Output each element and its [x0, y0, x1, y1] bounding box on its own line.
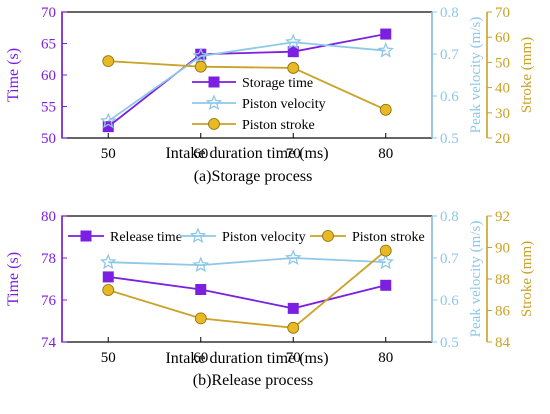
data-point: [287, 46, 299, 58]
data-point: [287, 62, 300, 74]
velocity-y-tick-label: 0.7: [440, 251, 459, 267]
legend-swatch-marker: [80, 230, 92, 242]
x-tick-label: 50: [101, 350, 116, 366]
velocity-y-tick-label: 0.7: [440, 47, 459, 63]
stroke-y-tick-label: 20: [495, 131, 510, 147]
series-line: [108, 257, 386, 267]
series-line: [107, 249, 387, 329]
data-point: [284, 33, 302, 50]
x-tick-label: 70: [286, 146, 301, 162]
legend-label: Piston stroke: [242, 118, 315, 133]
series-line: [107, 41, 386, 122]
stroke-y-tick-label: 50: [495, 55, 510, 71]
series-release-time: [102, 271, 392, 314]
left-y-tick-label: 74: [41, 335, 57, 351]
velocity-y-axis-label: Peak velocity (m/s): [468, 17, 484, 134]
series-piston-velocity: [99, 33, 395, 129]
stroke-y-tick-label: 86: [495, 304, 511, 320]
stroke-y-tick-label: 92: [495, 209, 510, 225]
panel-caption: (b)Release process: [193, 372, 313, 389]
legend-label: Piston velocity: [242, 97, 326, 112]
release-process-panel: 50 60 70 80 Intake duration time (ms) (b)Rele…: [5, 209, 535, 389]
velocity-y-tick-label: 0.6: [440, 89, 459, 105]
legend: Release time Piston velocity Piston stroke: [68, 227, 425, 245]
data-point: [194, 312, 207, 325]
legend-label: Piston stroke: [352, 230, 425, 245]
left-y-tick-label: 70: [41, 5, 56, 21]
legend-label: Piston velocity: [222, 230, 306, 245]
data-point: [379, 244, 392, 257]
left-y-axis-label: Time (s): [5, 252, 22, 306]
data-point: [102, 271, 114, 283]
x-tick-label: 80: [378, 350, 393, 366]
legend-swatch-marker: [322, 230, 334, 242]
series-storage-time: [102, 28, 392, 133]
series-line: [108, 276, 386, 310]
legend-swatch-marker: [208, 76, 220, 88]
series-piston-stroke: [102, 244, 392, 334]
legend-swatch-marker: [189, 227, 207, 244]
series-piston-stroke: [102, 55, 392, 116]
velocity-y-tick-label: 0.6: [440, 293, 459, 309]
series-line: [107, 33, 386, 128]
panel-caption: (a)Storage process: [194, 168, 313, 185]
data-point: [102, 284, 115, 296]
x-tick-label: 80: [378, 146, 393, 162]
data-point: [377, 41, 395, 58]
legend: Storage time Piston velocity Piston stroke: [192, 76, 326, 133]
stroke-y-axis-label: Stroke (mm): [519, 241, 535, 317]
legend-swatch-marker: [208, 118, 220, 130]
stroke-y-tick-label: 70: [495, 5, 510, 21]
velocity-y-tick-label: 0.5: [440, 335, 459, 351]
x-axis-label: Intake duration time (ms): [165, 145, 328, 162]
stroke-y-tick-label: 30: [495, 106, 510, 122]
left-y-tick-label: 55: [41, 100, 56, 116]
data-point: [379, 103, 392, 116]
velocity-y-tick-label: 0.8: [440, 5, 459, 21]
left-y-tick-label: 80: [41, 209, 56, 225]
data-point: [380, 28, 392, 40]
left-y-tick-label: 60: [41, 68, 56, 84]
stroke-y-tick-label: 90: [495, 241, 510, 257]
stroke-y-tick-label: 88: [495, 272, 510, 288]
velocity-y-tick-label: 0.5: [440, 131, 459, 147]
left-y-tick-label: 65: [41, 37, 56, 53]
data-point: [99, 112, 117, 129]
data-point: [102, 55, 115, 68]
data-point: [192, 47, 210, 64]
data-point: [380, 279, 392, 291]
data-point: [192, 256, 210, 273]
legend-label: Release time: [110, 230, 182, 245]
data-point: [284, 249, 302, 266]
x-axis-label: Intake duration time (ms): [165, 350, 328, 367]
x-tick-label: 70: [286, 350, 301, 366]
x-tick-label: 50: [101, 146, 116, 162]
series-piston-velocity: [99, 249, 395, 273]
legend-label: Storage time: [242, 76, 313, 91]
data-point: [99, 253, 117, 270]
series-line: [108, 60, 387, 111]
left-y-axis-label: Time (s): [5, 48, 22, 102]
data-point: [195, 284, 207, 295]
data-point: [195, 48, 207, 60]
legend-swatch-marker: [205, 94, 223, 111]
data-point: [102, 121, 114, 133]
left-y-tick-label: 50: [41, 131, 56, 147]
left-y-tick-label: 76: [41, 293, 57, 309]
storage-process-panel: 50 60 70 80 Intake duration time (ms) (a)Stor…: [5, 5, 535, 185]
left-y-tick-label: 78: [41, 251, 56, 267]
data-point: [377, 253, 395, 270]
x-tick-label: 60: [193, 350, 208, 366]
x-tick-label: 60: [193, 146, 208, 162]
stroke-y-axis-label: Stroke (mm): [519, 37, 535, 113]
stroke-y-tick-label: 60: [495, 30, 510, 46]
data-point: [194, 60, 207, 73]
velocity-y-axis-label: Peak velocity (m/s): [468, 221, 484, 338]
stroke-y-tick-label: 40: [495, 81, 510, 97]
stroke-y-tick-label: 84: [495, 335, 511, 351]
data-point: [287, 302, 299, 314]
data-point: [287, 321, 300, 334]
velocity-y-tick-label: 0.8: [440, 209, 459, 225]
